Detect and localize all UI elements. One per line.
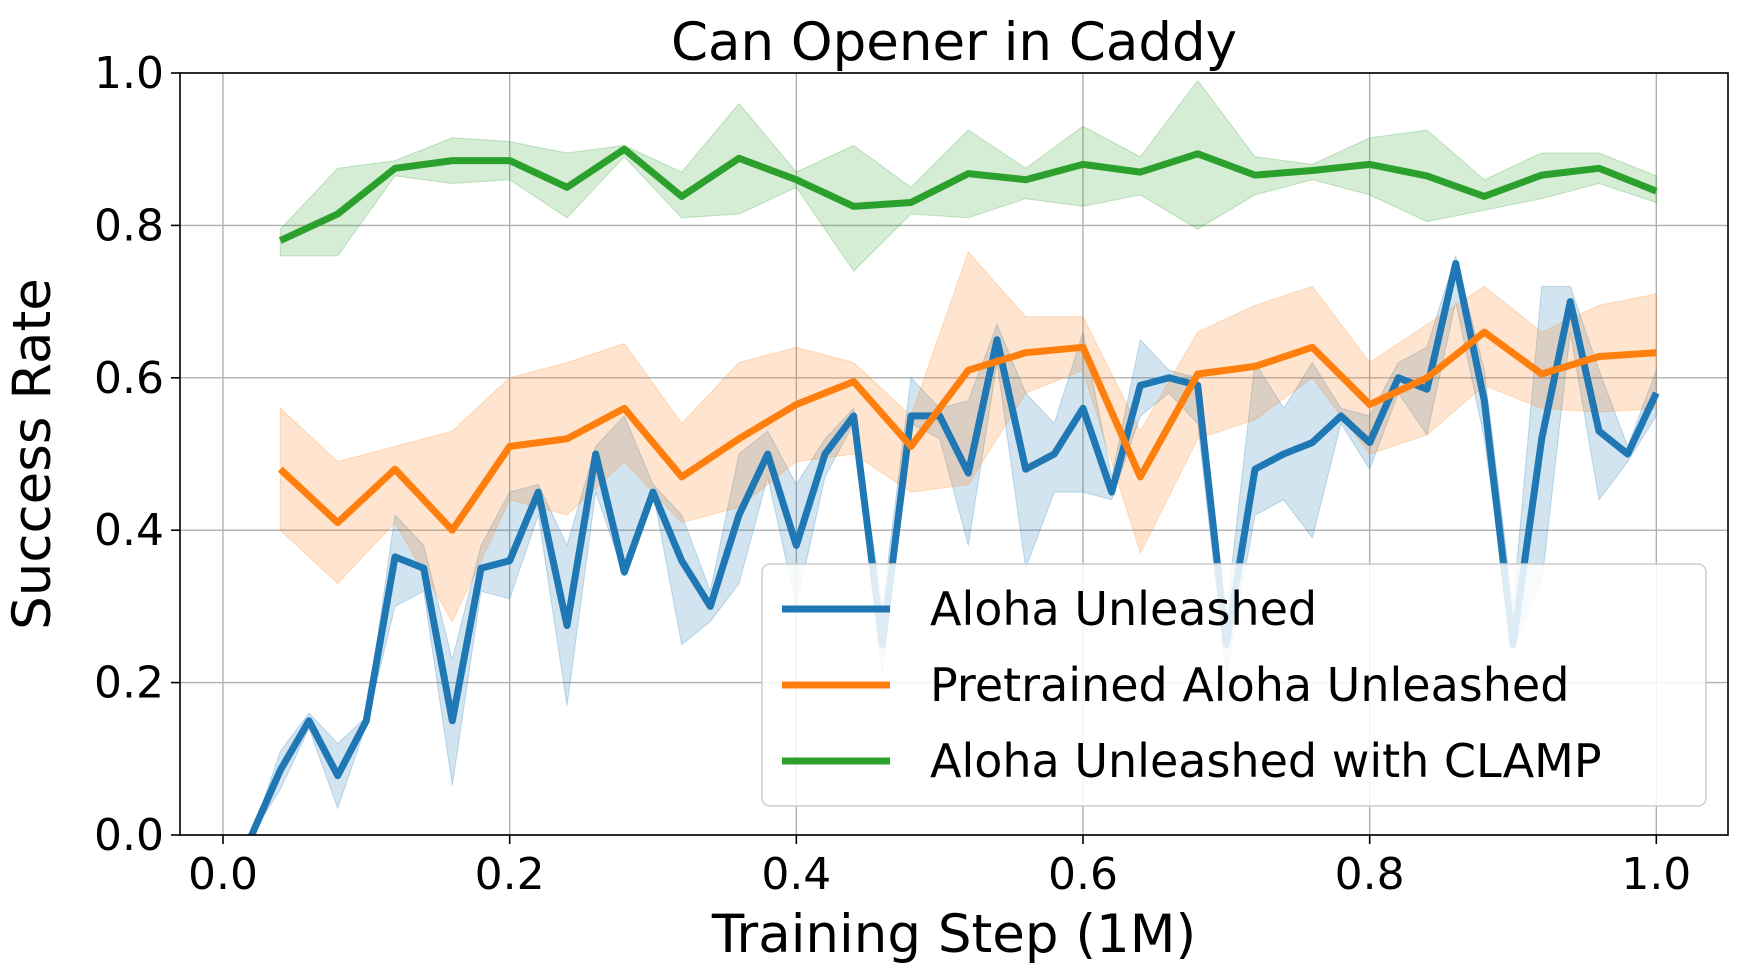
legend-label-pretrained-aloha-unleashed: Pretrained Aloha Unleashed	[930, 658, 1569, 712]
line-aloha-unleashed-with-clamp	[278, 145, 1658, 244]
plot-frame	[179, 72, 1729, 836]
x-tick-label: 0.8	[1335, 849, 1405, 900]
x-axis-label: Training Step (1M)	[711, 904, 1196, 965]
legend-box	[761, 563, 1707, 807]
chart-title: Can Opener in Caddy	[671, 12, 1237, 73]
x-tick-label: 0.6	[1048, 849, 1118, 900]
x-tick-label: 0.2	[475, 849, 545, 900]
y-tick-label: 1.0	[94, 48, 164, 99]
y-tick-label: 0.2	[94, 658, 164, 709]
y-tick-label: 0.4	[94, 505, 164, 556]
y-axis-label: Success Rate	[2, 278, 63, 630]
y-tick-label: 0.8	[94, 200, 164, 251]
x-tick-label: 1.0	[1621, 849, 1691, 900]
y-tick-label: 0.0	[94, 810, 164, 861]
legend-label-aloha-unleashed: Aloha Unleashed	[930, 582, 1317, 636]
line-pretrained-aloha-unleashed	[277, 328, 1657, 534]
series-lines	[247, 145, 1660, 835]
legend-label-aloha-unleashed-with-clamp: Aloha Unleashed with CLAMP	[930, 734, 1602, 788]
y-tick-label: 0.6	[94, 353, 164, 404]
axis-ticks: 0.0 0.2 0.4 0.6 0.8 1.0 0.0 0.2 0.4 0.6 0.8 1.0	[94, 48, 1691, 900]
legend: Aloha Unleashed Pretrained Aloha Unleashe…	[761, 563, 1707, 807]
x-tick-label: 0.0	[188, 849, 258, 900]
x-tick-label: 0.4	[761, 849, 831, 900]
